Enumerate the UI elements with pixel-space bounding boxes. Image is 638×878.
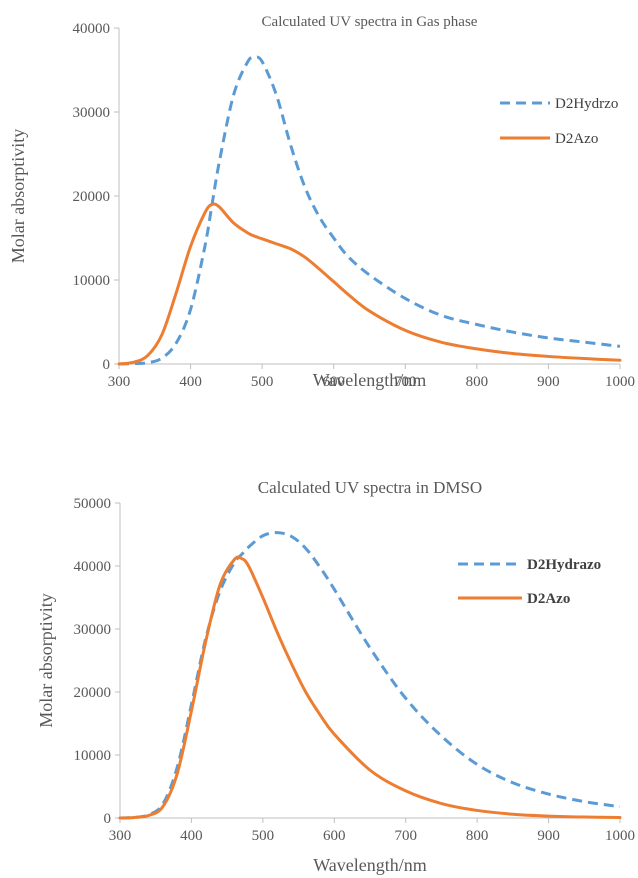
y-tick-label: 50000 [74, 496, 112, 512]
series-line-d2azo [117, 202, 622, 366]
legend-label: D2Hydrazo [527, 557, 601, 573]
x-axis-title: Wavelength/nm [313, 855, 427, 875]
y-tick-label: 30000 [73, 105, 111, 121]
y-tick-label: 30000 [74, 622, 112, 638]
x-tick-label: 500 [251, 374, 274, 390]
y-tick-label: 10000 [74, 748, 112, 764]
legend-label: D2Hydrzo [555, 96, 618, 112]
x-tick-label: 700 [394, 374, 417, 390]
y-tick-label: 40000 [74, 559, 112, 575]
x-tick-label: 700 [394, 828, 417, 844]
x-tick-label: 1000 [605, 828, 635, 844]
x-tick-label: 400 [180, 828, 203, 844]
dmso-chart: Calculated UV spectra in DMSO 0 10000 20000… [36, 478, 635, 875]
legend-label: D2Azo [527, 591, 570, 607]
legend-label: D2Azo [555, 131, 598, 147]
x-tick-label: 600 [322, 374, 345, 390]
gas-phase-chart: Calculated UV spectra in Gas phase 0 10000… [8, 14, 635, 390]
x-tick-label: 300 [108, 374, 131, 390]
x-tick-label: 300 [109, 828, 132, 844]
x-tick-label: 500 [252, 828, 275, 844]
y-tick-label: 0 [104, 811, 112, 827]
chart-title: Calculated UV spectra in Gas phase [262, 14, 478, 30]
y-tick-label: 20000 [74, 685, 112, 701]
x-axis-title: Wavelength/nm [313, 370, 427, 390]
x-tick-label: 400 [179, 374, 202, 390]
x-tick-label: 900 [537, 374, 560, 390]
y-tick-label: 40000 [73, 21, 111, 37]
x-tick-label: 1000 [605, 374, 635, 390]
x-tick-label: 800 [466, 374, 489, 390]
series-line-d2hydrazo [119, 531, 621, 820]
series-line-d2hydrzo [118, 55, 621, 366]
x-tick-label: 900 [537, 828, 560, 844]
y-axis-title: Molar absorptivity [36, 593, 56, 727]
x-tick-label: 600 [323, 828, 346, 844]
y-tick-label: 20000 [73, 189, 111, 205]
chart-title: Calculated UV spectra in DMSO [258, 478, 482, 497]
series-line-d2azo [118, 555, 622, 820]
x-tick-label: 800 [466, 828, 489, 844]
y-axis-title: Molar absorptivity [8, 129, 28, 263]
y-tick-label: 0 [103, 357, 111, 373]
y-tick-label: 10000 [73, 273, 111, 289]
